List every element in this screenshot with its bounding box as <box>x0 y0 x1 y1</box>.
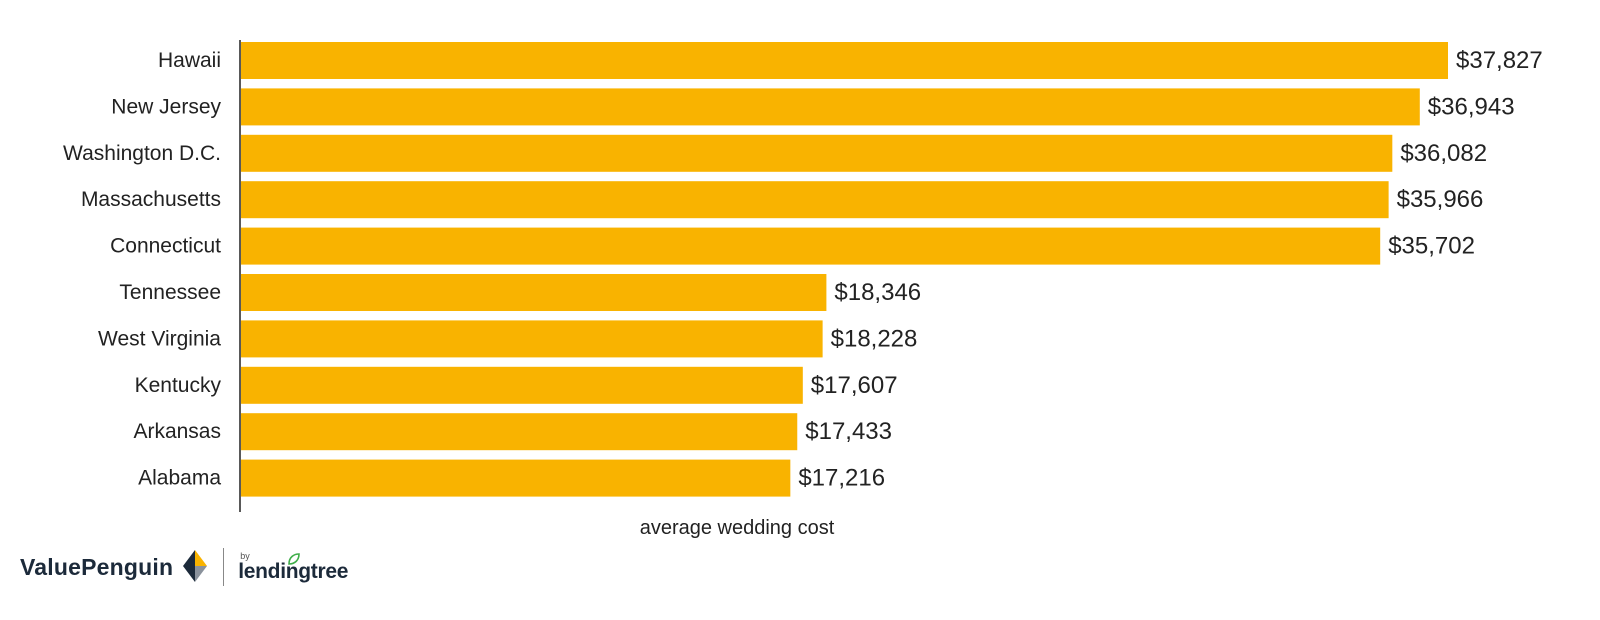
bar-alabama <box>241 459 791 497</box>
category-label: Tennessee <box>119 281 221 304</box>
value-label: $35,702 <box>1388 233 1475 260</box>
bar-tennessee <box>241 274 827 311</box>
bar-hawaii <box>241 42 1448 79</box>
value-label: $17,216 <box>798 465 885 492</box>
category-label: New Jersey <box>111 95 221 118</box>
category-label: Connecticut <box>110 235 221 258</box>
category-label: Alabama <box>138 467 221 490</box>
category-label: Massachusetts <box>81 188 221 211</box>
valuepenguin-wordmark: ValuePenguin <box>20 553 174 580</box>
valuepenguin-logo-icon <box>183 550 208 582</box>
category-label: Washington D.C. <box>63 142 221 165</box>
bar-new-jersey <box>241 88 1420 126</box>
category-label: Hawaii <box>158 49 221 72</box>
value-label: $37,827 <box>1456 47 1543 74</box>
bar-connecticut <box>241 227 1381 265</box>
brand-divider <box>223 548 225 586</box>
value-label: $18,228 <box>831 325 918 352</box>
branding: ValuePenguin by lendingtree <box>20 542 348 592</box>
value-label: $36,943 <box>1428 93 1515 120</box>
bar-massachusetts <box>241 181 1389 219</box>
category-label: Arkansas <box>133 420 221 443</box>
leaf-icon <box>288 553 301 565</box>
category-label: Kentucky <box>135 374 222 397</box>
value-label: $18,346 <box>834 279 921 306</box>
value-label: $17,607 <box>811 372 898 399</box>
lendingtree-name: lendingtree <box>238 560 349 583</box>
bar-chart: Hawaii $37,827 New Jersey $36,943 Washington… <box>63 40 1543 539</box>
x-axis-title: average wedding cost <box>640 517 835 539</box>
category-label: West Virginia <box>98 327 221 350</box>
bar-washington-d-c- <box>241 134 1393 172</box>
lendingtree-wordmark: by lendingtree <box>238 551 348 583</box>
bar-west-virginia <box>241 320 823 358</box>
value-label: $35,966 <box>1397 186 1484 213</box>
bar-arkansas <box>241 413 798 451</box>
value-label: $17,433 <box>805 418 892 445</box>
value-label: $36,082 <box>1400 140 1487 167</box>
bar-kentucky <box>241 366 803 404</box>
bars-group: Hawaii $37,827 New Jersey $36,943 Washington… <box>63 42 1543 497</box>
by-label: by <box>240 551 250 561</box>
